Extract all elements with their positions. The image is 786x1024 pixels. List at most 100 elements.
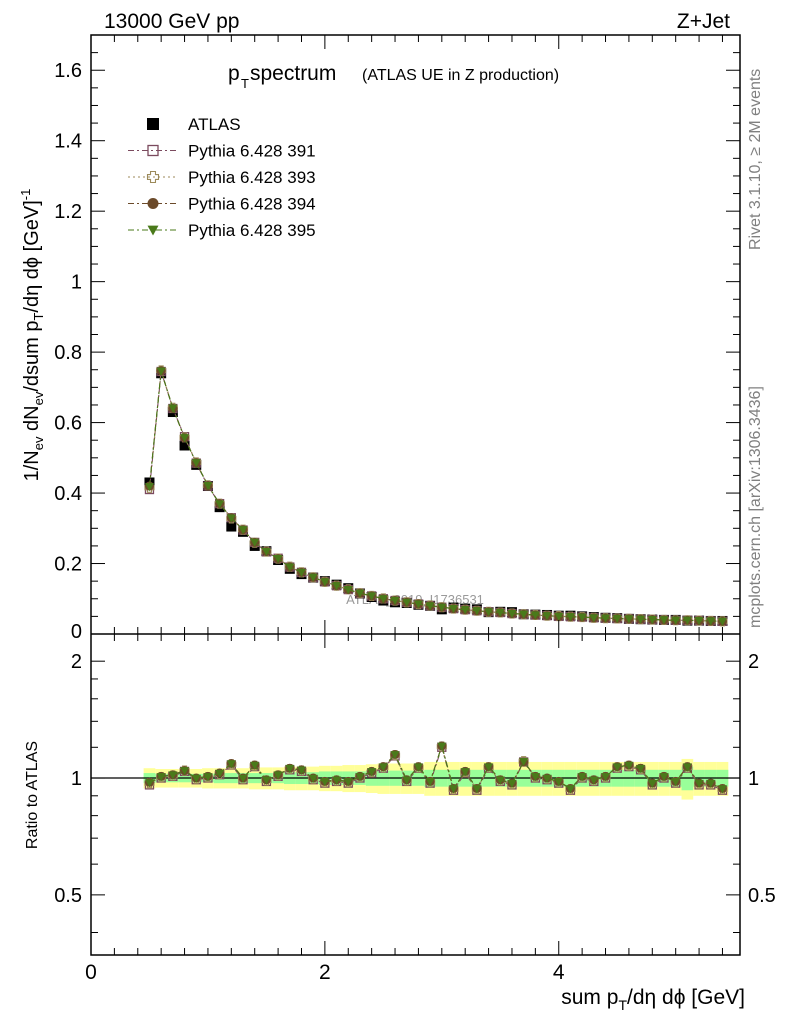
data-point xyxy=(285,563,295,572)
data-point xyxy=(577,613,587,622)
ratio-point xyxy=(261,776,271,785)
data-point xyxy=(542,612,552,621)
ratio-point xyxy=(706,779,716,789)
data-point xyxy=(168,404,178,413)
ratio-point xyxy=(507,779,517,789)
ratio-point xyxy=(682,763,692,772)
title-paren: (ATLAS UE in Z production) xyxy=(362,67,559,84)
y-tick-label: 0.4 xyxy=(54,483,82,505)
ratio-point xyxy=(402,776,412,785)
ratio-point xyxy=(378,763,388,772)
data-point xyxy=(472,607,482,616)
data-point xyxy=(390,596,400,606)
ratio-point xyxy=(203,773,213,782)
ratio-point xyxy=(355,773,365,782)
legend-label: Pythia 6.428 395 xyxy=(188,221,316,240)
data-point xyxy=(203,482,213,491)
frame xyxy=(90,34,741,956)
data-point xyxy=(671,616,681,625)
data-point xyxy=(261,547,271,557)
legend-entry: Pythia 6.428 391 xyxy=(128,142,316,161)
ratio-panel-data xyxy=(144,741,728,795)
ratio-point xyxy=(425,778,435,787)
data-point xyxy=(495,608,505,618)
data-point xyxy=(706,617,716,626)
ratio-point xyxy=(472,785,482,794)
y-tick-label: 1.2 xyxy=(54,201,82,223)
data-point xyxy=(589,614,599,623)
legend-marker xyxy=(146,170,160,184)
x-axis-label: sum pT/dη dϕ [GeV] xyxy=(561,986,745,1013)
title-rest: spectrum xyxy=(250,62,336,85)
data-point xyxy=(250,538,260,547)
data-point xyxy=(156,367,166,376)
data-point xyxy=(449,605,459,614)
x-tick-label: 4 xyxy=(553,961,565,984)
data-point xyxy=(460,606,470,615)
data-point xyxy=(355,589,365,598)
legend-entry: ATLAS xyxy=(147,115,241,134)
ratio-point xyxy=(296,766,306,775)
y-axis-label-bottom: Ratio to ATLAS xyxy=(24,741,41,849)
ratio-point xyxy=(367,768,377,777)
data-point xyxy=(507,609,517,619)
ratio-point xyxy=(542,774,552,783)
rivet-label: Rivet 3.1.10, ≥ 2M events xyxy=(747,69,764,250)
ratio-point xyxy=(612,763,622,772)
ratio-point xyxy=(460,768,470,777)
data-point xyxy=(226,514,236,523)
header-right: Z+Jet xyxy=(677,10,730,33)
data-point xyxy=(238,526,248,535)
ratio-point xyxy=(565,785,575,794)
ratio-point xyxy=(273,771,283,780)
data-point xyxy=(332,582,342,591)
data-point xyxy=(659,616,669,625)
ratio-point xyxy=(250,761,260,770)
ratio-point xyxy=(308,774,318,783)
series-pythia-6-428-395 xyxy=(144,367,727,626)
data-point xyxy=(554,612,564,621)
header-left: 13000 GeV pp xyxy=(104,10,239,33)
ratio-point xyxy=(589,776,599,785)
ratio-point xyxy=(180,767,190,776)
ratio-y-tick-label-right: 1 xyxy=(748,768,759,790)
ratio-point xyxy=(671,778,681,787)
data-point xyxy=(647,615,657,625)
legend-label: Pythia 6.428 394 xyxy=(188,195,316,214)
data-point xyxy=(530,611,540,620)
y-tick-label: 1.4 xyxy=(54,131,82,153)
data-point xyxy=(191,459,201,468)
ratio-point xyxy=(238,774,248,783)
legend: ATLAS Pythia 6.428 391 Pythia 6.428 393 Pyt… xyxy=(128,115,316,240)
axes: 0 2 4 0.2 0.4 0.6 0.8 1 1.2 1.4 1.6 0 0.5 0.5 1 1 2 2 xyxy=(54,34,776,984)
data-point xyxy=(717,617,727,626)
ratio-point xyxy=(156,773,166,782)
y-axis-label-top: 1/Nev dNev/dsum pT/dη dϕ [GeV]-1 xyxy=(18,189,46,482)
data-point xyxy=(179,440,190,451)
data-point xyxy=(308,573,318,582)
data-point xyxy=(636,615,646,624)
main-panel-data xyxy=(144,365,728,627)
ratio-point xyxy=(624,761,634,770)
data-point xyxy=(612,614,622,623)
legend-entry: Pythia 6.428 394 xyxy=(128,195,316,214)
ratio-point xyxy=(191,774,201,783)
data-point xyxy=(601,614,611,623)
ratio-point xyxy=(519,758,529,767)
ratio-point xyxy=(449,785,459,794)
data-point xyxy=(144,483,154,492)
ratio-point xyxy=(332,776,342,785)
legend-label: Pythia 6.428 391 xyxy=(188,142,316,161)
series-atlas xyxy=(144,368,728,626)
series-pythia-6-428-391 xyxy=(144,366,728,626)
series-line xyxy=(148,370,723,622)
ratio-point xyxy=(343,778,353,787)
y-tick-label: 1.6 xyxy=(54,60,82,82)
series-line xyxy=(148,371,723,622)
data-point xyxy=(402,598,412,607)
data-point xyxy=(378,595,388,604)
ratio-series-pythia-6-428-395 xyxy=(144,742,727,794)
ratio-y-tick-label: 0.5 xyxy=(54,885,82,907)
ratio-point xyxy=(530,773,540,782)
ratio-point xyxy=(601,773,611,782)
